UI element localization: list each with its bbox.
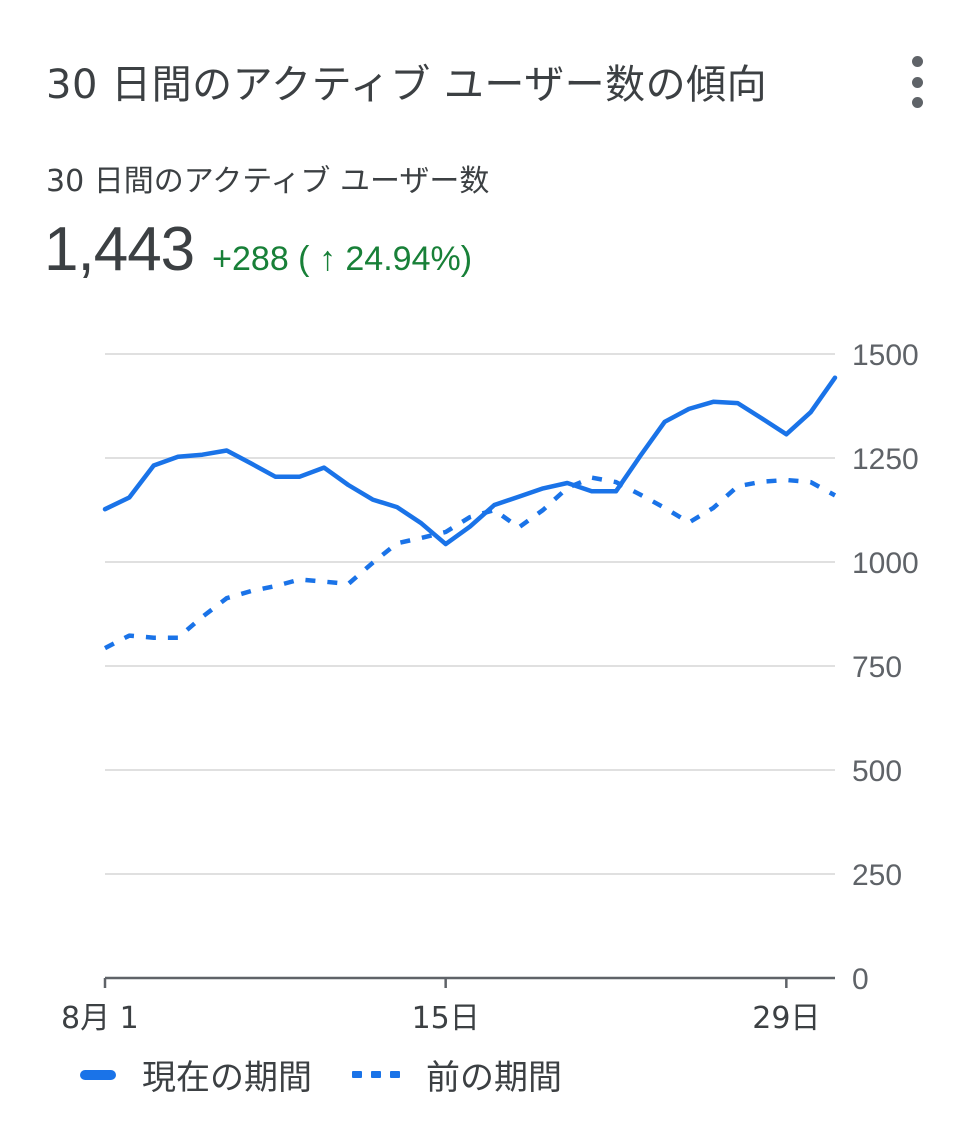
legend-item-current[interactable]: 現在の期間 <box>80 1050 312 1099</box>
series-line-previous <box>103 475 837 651</box>
x-tick-label: 15日 <box>412 1001 480 1036</box>
solid-line-swatch-icon <box>80 1069 116 1080</box>
metric-row: 1,443 +288 ( ↑ 24.94%) <box>44 214 472 285</box>
y-tick-label: 1250 <box>852 443 919 476</box>
legend-label-previous: 前の期間 <box>426 1058 562 1098</box>
x-tick-label: 29日 <box>752 1001 820 1036</box>
y-tick-label: 500 <box>852 755 902 788</box>
legend-label-current: 現在の期間 <box>142 1058 312 1098</box>
more-dot <box>911 97 923 108</box>
metric-label: 30 日間のアクティブ ユーザー数 <box>46 164 490 199</box>
x-tick-label: 8月 1 <box>61 1001 139 1036</box>
y-tick-label: 250 <box>852 859 902 892</box>
series-line-current <box>102 375 838 547</box>
chart-legend: 現在の期間 前の期間 <box>80 1050 602 1099</box>
dotted-line-swatch-icon <box>352 1071 400 1078</box>
more-dot <box>911 76 923 88</box>
y-tick-label: 1500 <box>852 339 919 372</box>
legend-item-previous[interactable]: 前の期間 <box>352 1050 562 1099</box>
y-tick-label: 750 <box>852 651 902 684</box>
card-title: 30 日間のアクティブ ユーザー数の傾向 <box>46 62 768 108</box>
more-dot <box>911 56 923 67</box>
line-chart: 0 250 500 750 1000 1250 1500 8月 1 15日 29日 <box>61 339 919 1036</box>
more-vert-icon[interactable] <box>897 54 937 110</box>
y-tick-label: 1000 <box>852 547 919 580</box>
metric-change: +288 ( ↑ 24.94%) <box>212 240 473 278</box>
y-tick-label: 0 <box>852 963 869 996</box>
metric-value: 1,443 <box>44 215 195 284</box>
